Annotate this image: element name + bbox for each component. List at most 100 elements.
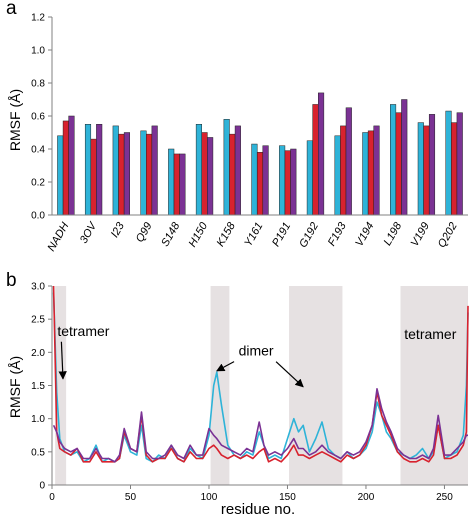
panel-a-ytick-label: 0.8 (31, 79, 45, 90)
panel-b-y-axis: 0 0.5 1.0 1.5 2.0 2.5 3.0 (31, 282, 52, 492)
panel-a-label: a (6, 0, 17, 19)
category-label: V194 (353, 221, 376, 249)
panel-b-ylabel: RMSF (Å) (7, 356, 23, 418)
category-label: 3OV (78, 219, 100, 246)
category-label: Q99 (134, 221, 155, 245)
bar-l198-2 (401, 99, 408, 216)
bar-h150-2 (207, 137, 214, 216)
annotation-arrow (58, 341, 67, 380)
panel-b-xtick-label: 0 (49, 492, 55, 503)
bar-s148-2 (179, 153, 186, 216)
bar-v194-0 (362, 132, 369, 216)
panel-a-ytick-label: 0.2 (31, 178, 45, 189)
bar-f193-0 (334, 135, 341, 216)
bar-q99-1 (146, 133, 153, 216)
category-label: Q202 (436, 221, 460, 250)
panel-b-ytick-label: 0 (39, 481, 45, 492)
panel-b-ytick-label: 1.5 (31, 381, 45, 392)
panel-a-ytick-label: 1.2 (31, 13, 45, 24)
panel-a-ylabel: RMSF (Å) (7, 89, 23, 151)
shaded-region (55, 286, 67, 485)
bar-q99-0 (140, 130, 147, 216)
bar-g192-2 (318, 92, 325, 216)
bar-l198-0 (390, 104, 397, 216)
annotation-tetramer: tetramer (404, 326, 456, 342)
panel-b-ytick-label: 1.0 (31, 414, 45, 425)
category-label: H150 (187, 220, 211, 250)
bar-3ov-0 (84, 124, 92, 216)
bar-q202-1 (451, 122, 458, 216)
panel-b-label: b (6, 270, 17, 291)
bar-f193-1 (340, 125, 347, 216)
panel-b-xtick-label: 150 (279, 492, 296, 503)
bar-i23-0 (112, 125, 119, 216)
bar-h150-1 (201, 132, 208, 216)
bar-y161-0 (251, 143, 258, 216)
panel-a-ytick-label: 1.0 (31, 46, 45, 57)
panel-a-ytick-label: 0.4 (31, 145, 45, 156)
shaded-region (210, 286, 230, 485)
category-label: G192 (297, 221, 321, 250)
bar-nadh-1 (62, 120, 69, 216)
category-label: V199 (409, 221, 432, 249)
bar-k158-0 (223, 119, 230, 216)
bar-g192-0 (306, 140, 313, 216)
bar-3ov-1 (90, 138, 97, 216)
bar-g192-1 (312, 104, 319, 216)
panel-b-ytick-label: 2.0 (31, 348, 45, 359)
panel-a-categories: NADH 3OV I23 Q99 S148 H150 K158 Y161 P191 G192 F19… (45, 219, 459, 253)
category-label: Y161 (242, 221, 265, 249)
bar-y161-2 (262, 145, 269, 216)
panel-b-ytick-label: 3.0 (31, 282, 45, 293)
bar-k158-1 (229, 133, 236, 216)
category-label: I23 (109, 220, 127, 240)
bar-s148-0 (168, 148, 175, 216)
bar-v199-2 (428, 114, 436, 216)
bar-s148-1 (173, 153, 180, 216)
panel-b-shaded-regions (55, 286, 468, 485)
bar-3ov-2 (96, 124, 103, 216)
panel-a-ytick-label: 0.0 (31, 211, 45, 222)
bar-q202-0 (445, 110, 452, 216)
bar-k158-2 (234, 125, 241, 216)
bar-l198-1 (395, 112, 402, 216)
category-label: K158 (215, 220, 239, 249)
bar-p191-2 (290, 148, 297, 216)
bar-nadh-0 (57, 135, 64, 216)
panel-b-ytick-label: 0.5 (31, 447, 45, 458)
panel-a: a RMSF (Å) 0.0 0.2 0.4 0.6 0.8 1.0 1.2 NADH 3OV… (6, 0, 468, 253)
panel-b-xtick-label: 200 (358, 492, 375, 503)
panel-a-ytick-label: 0.6 (31, 112, 45, 123)
bar-i23-1 (118, 133, 125, 216)
panel-a-bars (57, 92, 463, 216)
bar-v194-2 (373, 125, 380, 216)
annotation-tetramer: tetramer (57, 323, 109, 339)
panel-b-lines (52, 285, 469, 463)
annotation-arrow (216, 361, 235, 372)
panel-b-x-axis: 0 50 100 150 200 250 (49, 485, 453, 503)
bar-p191-1 (284, 150, 291, 216)
bar-q202-2 (456, 112, 463, 216)
category-label: NADH (45, 220, 71, 253)
panel-b-xtick-label: 250 (436, 492, 453, 503)
bar-h150-0 (195, 124, 202, 216)
panel-a-y-axis: 0.0 0.2 0.4 0.6 0.8 1.0 1.2 (31, 13, 52, 222)
panel-b-annotations: tetramer dimer tetramer (57, 323, 457, 388)
panel-b-xtick-label: 50 (125, 492, 137, 503)
category-label: S148 (159, 220, 183, 249)
bar-nadh-2 (68, 115, 75, 216)
panel-b-xtick-label: 100 (201, 492, 218, 503)
annotation-arrow (275, 361, 304, 388)
bar-p191-0 (279, 145, 286, 216)
category-label: L198 (382, 220, 405, 248)
bar-v199-1 (423, 125, 430, 216)
rmsf-line-2 (52, 388, 468, 463)
category-label: P191 (270, 221, 293, 249)
category-label: F193 (326, 220, 349, 248)
bar-f193-2 (345, 107, 352, 216)
bar-i23-2 (123, 132, 130, 216)
panel-b: b RMSF (Å) 0 0.5 1.0 1.5 2.0 2.5 3.0 0 50 100 150… (6, 270, 469, 518)
annotation-dimer: dimer (239, 343, 274, 359)
bar-v199-0 (417, 122, 424, 216)
